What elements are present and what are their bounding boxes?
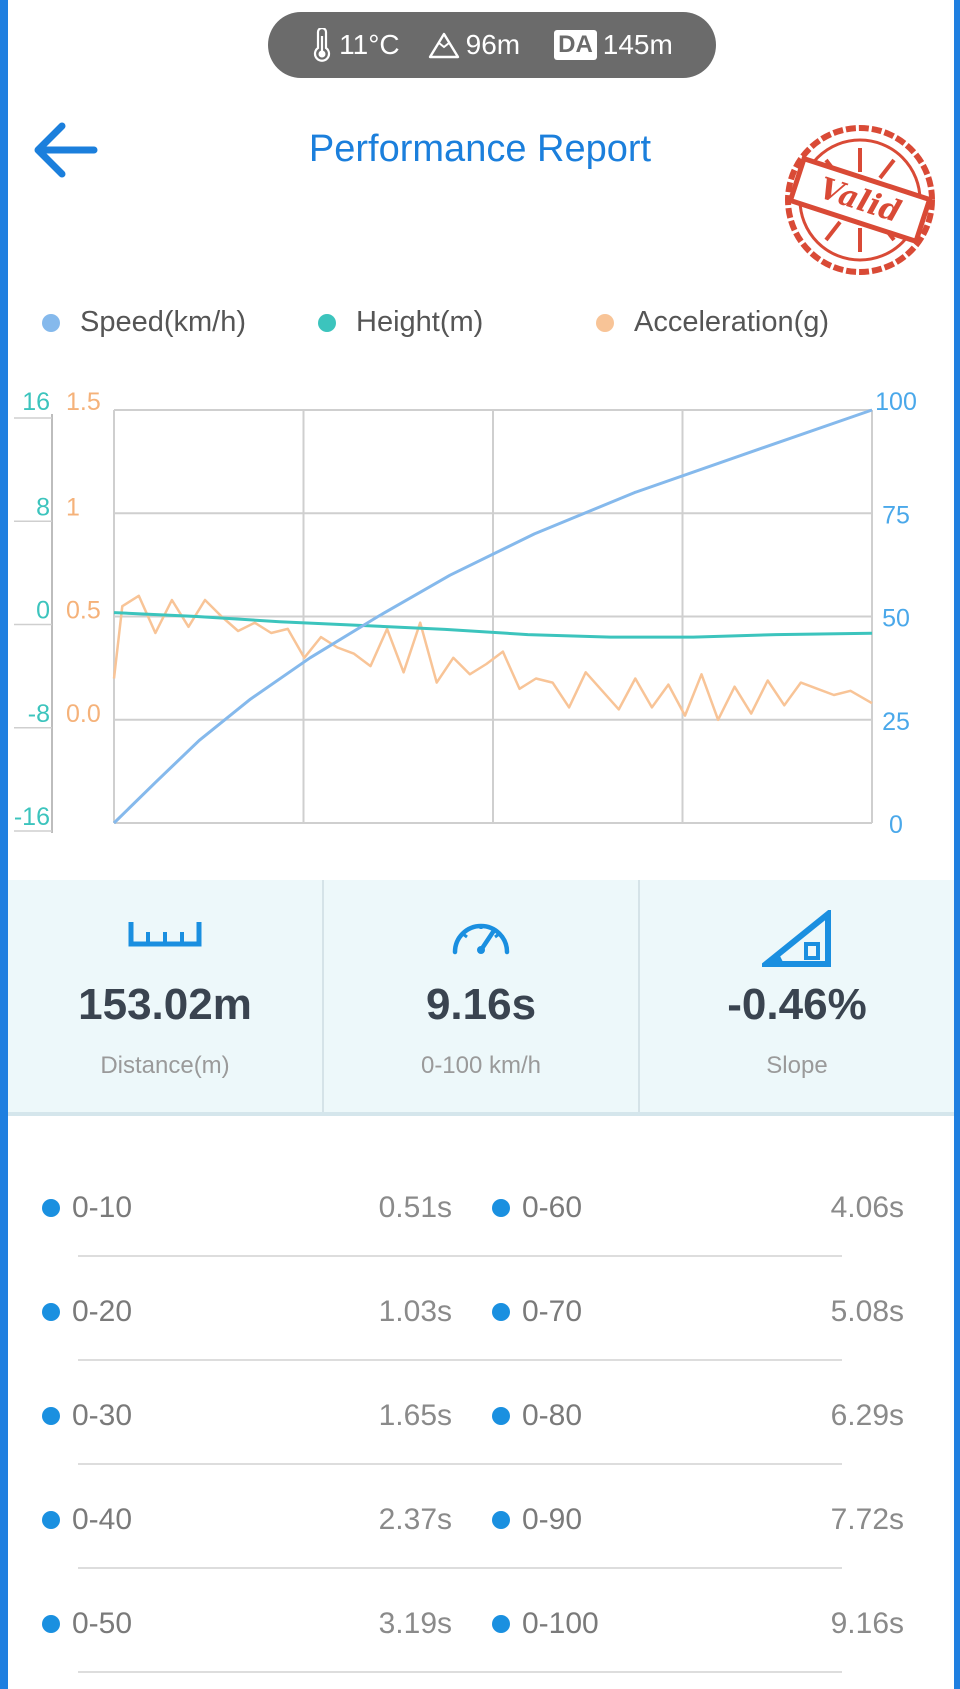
legend-acceleration-dot <box>596 313 614 332</box>
acceleration-tick-label: 0.5 <box>66 597 101 625</box>
speed-tick-label: 75 <box>882 501 910 529</box>
legend-height[interactable]: Height(m) <box>318 306 483 339</box>
slope-label: Slope <box>766 1052 828 1079</box>
conditions-pill: 11°C 96m DA 145m <box>268 12 716 78</box>
bullet-dot <box>492 1615 510 1633</box>
legend-speed[interactable]: Speed(km/h) <box>42 306 246 339</box>
bullet-dot <box>42 1615 60 1633</box>
split-label-left: 0-40 <box>42 1503 132 1537</box>
row-divider <box>78 1359 842 1361</box>
slope-icon <box>762 910 831 967</box>
split-label-right: 0-100 <box>492 1607 599 1641</box>
chart-legend: Speed(km/h) Height(m) Acceleration(g) <box>0 306 960 346</box>
row-divider <box>78 1255 842 1257</box>
split-label-right: 0-80 <box>492 1399 582 1433</box>
height-tick-label: -8 <box>28 700 50 728</box>
zero-to-hundred-label: 0-100 km/h <box>420 1052 542 1079</box>
ruler-icon <box>128 922 202 947</box>
split-time-left: 2.37s <box>378 1503 452 1536</box>
distance-value: 153.02m <box>78 980 252 1029</box>
altitude-value: 96m <box>465 29 521 60</box>
stats-panel: 153.02m Distance(m) 9.16s 0-100 km/h -0.… <box>8 880 954 1116</box>
stat-zero-to-hundred: 9.16s 0-100 km/h <box>324 880 640 1112</box>
split-label-left: 0-30 <box>42 1399 132 1433</box>
stat-distance: 153.02m Distance(m) <box>8 880 324 1112</box>
split-time-right: 5.08s <box>830 1295 904 1328</box>
split-label-right: 0-60 <box>492 1191 582 1225</box>
list-item: 0-20 1.03s 0-70 5.08s <box>0 1259 960 1363</box>
window-frame-left <box>0 0 8 1689</box>
performance-chart: 16 8 0 -8 -16 1.5 1 0.5 0.0 100 75 50 25 0 <box>14 388 917 839</box>
split-label-right: 0-70 <box>492 1295 582 1329</box>
bullet-dot <box>492 1511 510 1529</box>
bullet-dot <box>42 1199 60 1217</box>
speed-tick-label: 100 <box>875 388 917 416</box>
bullet-dot <box>42 1407 60 1425</box>
density-altitude-value: 145m <box>602 29 673 60</box>
list-item: 0-10 0.51s 0-60 4.06s <box>0 1155 960 1259</box>
legend-height-dot <box>318 313 336 332</box>
row-divider <box>78 1567 842 1569</box>
legend-acceleration[interactable]: Acceleration(g) <box>596 306 829 339</box>
list-item: 0-50 3.19s 0-100 9.16s <box>0 1571 960 1675</box>
altitude-readout: 96m <box>428 29 520 61</box>
split-time-right: 7.72s <box>830 1503 904 1536</box>
legend-speed-dot <box>42 313 60 332</box>
speed-tick-label: 25 <box>882 708 910 736</box>
split-label-left: 0-50 <box>42 1607 132 1641</box>
split-time-right: 4.06s <box>830 1191 904 1224</box>
acceleration-tick-label: 1.5 <box>66 388 101 416</box>
split-label-left: 0-10 <box>42 1191 132 1225</box>
height-tick-label: -16 <box>14 803 50 831</box>
bullet-dot <box>492 1199 510 1217</box>
back-button[interactable] <box>30 118 102 182</box>
density-altitude-readout: DA 145m <box>548 29 673 61</box>
thermometer-icon <box>314 28 331 62</box>
mountain-icon <box>428 32 459 59</box>
valid-stamp: Valid <box>780 120 940 280</box>
row-divider <box>78 1463 842 1465</box>
speed-series-line <box>112 408 873 825</box>
speed-tick-label: 0 <box>889 811 903 839</box>
stat-slope: -0.46% Slope <box>640 880 954 1112</box>
height-tick-label: 0 <box>36 597 50 625</box>
list-item: 0-40 2.37s 0-90 7.72s <box>0 1467 960 1571</box>
legend-acceleration-label: Acceleration(g) <box>634 306 830 338</box>
bullet-dot <box>492 1303 510 1321</box>
list-item: 0-30 1.65s 0-80 6.29s <box>0 1363 960 1467</box>
bullet-dot <box>42 1511 60 1529</box>
window-frame-right <box>954 0 960 1689</box>
acceleration-tick-label: 0.0 <box>66 700 101 728</box>
split-times-list: 0-10 0.51s 0-60 4.06s 0-20 1.03s 0-70 5.… <box>0 1155 960 1675</box>
split-time-left: 1.65s <box>378 1399 452 1432</box>
zero-to-hundred-value: 9.16s <box>425 980 537 1029</box>
split-time-left: 0.51s <box>378 1191 452 1224</box>
page-title: Performance Report <box>308 128 652 170</box>
speedometer-icon <box>452 923 510 955</box>
height-series-line <box>113 611 873 639</box>
legend-height-label: Height(m) <box>356 306 484 338</box>
split-label-left: 0-20 <box>42 1295 132 1329</box>
distance-label: Distance(m) <box>100 1052 230 1079</box>
legend-speed-label: Speed(km/h) <box>80 306 247 338</box>
bullet-dot <box>492 1407 510 1425</box>
height-tick-label: 8 <box>36 493 50 521</box>
speed-tick-label: 50 <box>882 605 910 633</box>
split-label-right: 0-90 <box>492 1503 582 1537</box>
acceleration-tick-label: 1 <box>66 493 80 521</box>
temperature-value: 11°C <box>339 29 400 60</box>
split-time-right: 6.29s <box>830 1399 904 1432</box>
split-time-right: 9.16s <box>830 1607 904 1640</box>
row-divider <box>78 1671 842 1673</box>
bullet-dot <box>42 1303 60 1321</box>
split-time-left: 1.03s <box>378 1295 452 1328</box>
height-tick-label: 16 <box>22 388 50 416</box>
back-arrow-icon <box>34 122 98 178</box>
temperature-readout: 11°C <box>311 28 400 62</box>
split-time-left: 3.19s <box>378 1607 452 1640</box>
slope-value: -0.46% <box>727 980 867 1029</box>
acceleration-series-line <box>112 594 873 722</box>
density-altitude-badge: DA <box>554 30 597 60</box>
